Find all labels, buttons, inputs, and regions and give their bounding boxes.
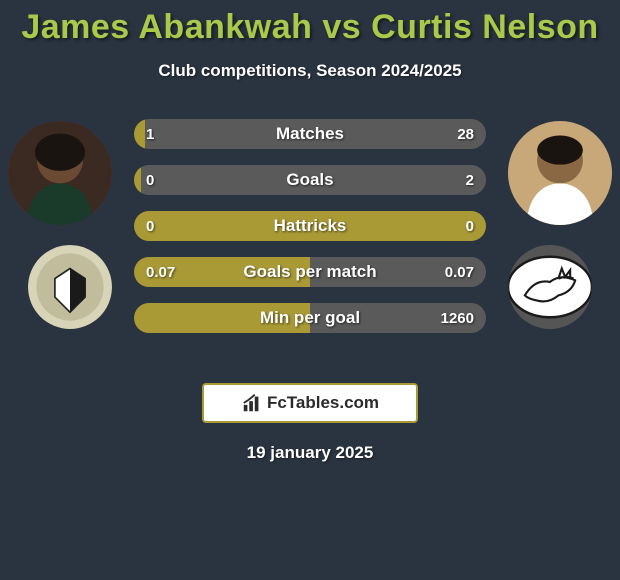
chart-icon: [241, 392, 263, 414]
stat-label: Goals: [134, 165, 486, 195]
stat-label: Goals per match: [134, 257, 486, 287]
date-text: 19 january 2025: [0, 443, 620, 463]
stat-label: Matches: [134, 119, 486, 149]
stat-bars: 128Matches 02Goals 00Hattricks 0.070.07Goal…: [134, 119, 486, 349]
club-badge-icon: [28, 245, 112, 329]
player-left-avatar: [8, 121, 112, 225]
stat-label: Hattricks: [134, 211, 486, 241]
avatar-placeholder-icon: [508, 121, 612, 225]
stat-row: 0.070.07Goals per match: [134, 257, 486, 287]
avatar-placeholder-icon: [8, 121, 112, 225]
club-right-logo: [508, 245, 592, 329]
stat-row: 1260Min per goal: [134, 303, 486, 333]
branding-text: FcTables.com: [267, 393, 379, 413]
stat-row: 128Matches: [134, 119, 486, 149]
page-title: James Abankwah vs Curtis Nelson: [0, 0, 620, 47]
stat-row: 02Goals: [134, 165, 486, 195]
branding-box: FcTables.com: [202, 383, 418, 423]
comparison-panel: 128Matches 02Goals 00Hattricks 0.070.07Goal…: [0, 113, 620, 373]
player-right-avatar: [508, 121, 612, 225]
stat-label: Min per goal: [134, 303, 486, 333]
club-badge-icon: [508, 245, 592, 329]
subtitle: Club competitions, Season 2024/2025: [0, 61, 620, 81]
stat-row: 00Hattricks: [134, 211, 486, 241]
club-left-logo: [28, 245, 112, 329]
